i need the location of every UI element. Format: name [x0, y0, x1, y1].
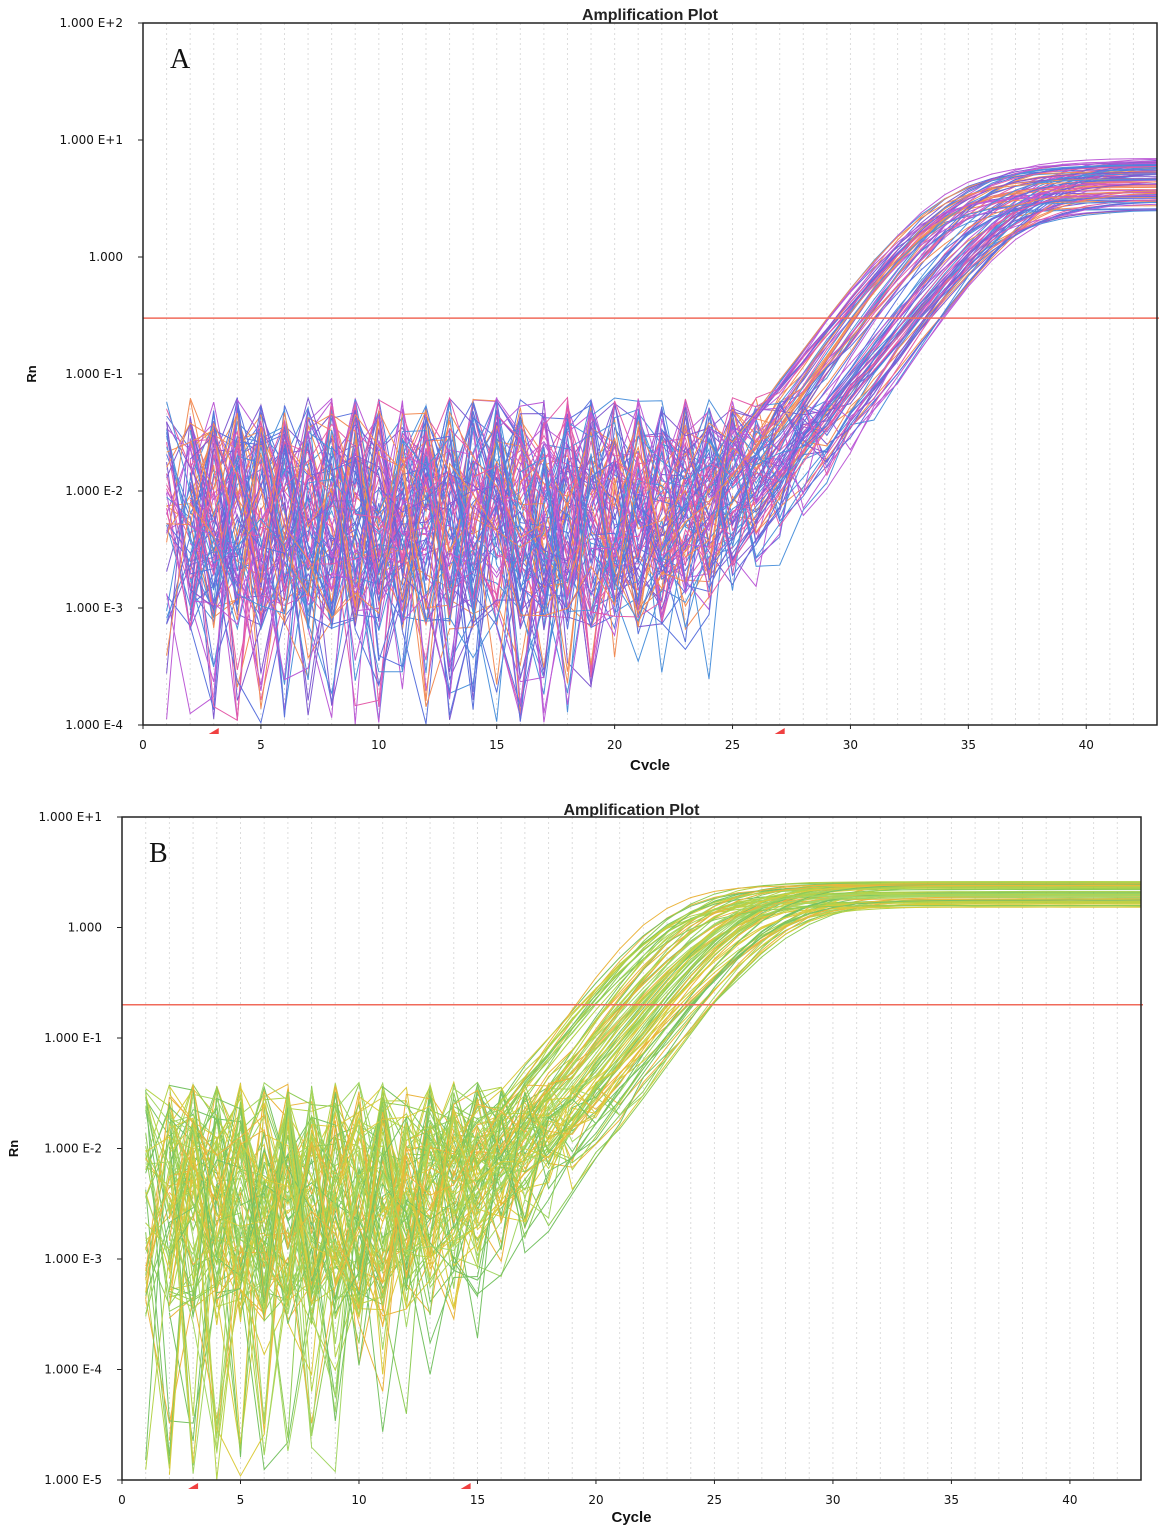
a-trace-85 [189, 201, 1158, 668]
a-plot-area [143, 23, 1157, 725]
a-trace-71 [166, 164, 1158, 618]
a-trace-78 [166, 163, 1158, 691]
a-trace-21 [166, 170, 1158, 610]
b-x-axis-label: Cycle [611, 1509, 651, 1526]
a-xtick-label: 5 [257, 738, 265, 752]
a-trace-68 [166, 173, 1158, 603]
a-baseline-marker-2[interactable] [774, 728, 785, 734]
b-xtick-label: 10 [351, 1493, 366, 1507]
a-trace-81 [189, 166, 1158, 609]
a-x-axis-label: Cycle [630, 757, 670, 770]
b-trace-71 [168, 895, 1141, 1321]
b-xtick-label: 25 [707, 1493, 722, 1507]
b-trace-95 [168, 884, 1142, 1288]
a-xtick-label: 20 [607, 738, 622, 752]
a-xtick-label: 0 [139, 738, 147, 752]
a-baseline-marker-1[interactable] [208, 728, 219, 734]
a-trace-89 [166, 202, 1158, 722]
a-trace-95 [189, 173, 1158, 713]
b-trace-96 [145, 893, 1141, 1437]
a-ytick-label: 1.000 E-3 [65, 601, 123, 615]
a-trace-60 [189, 158, 1158, 661]
b-trace-80 [145, 886, 1142, 1309]
a-trace-96 [189, 161, 1158, 705]
b-trace-86 [168, 893, 1141, 1453]
a-y-axis-label: Rn [24, 365, 39, 382]
a-panel-label: A [170, 44, 191, 75]
b-trace-92 [145, 881, 1141, 1392]
b-trace-87 [168, 903, 1141, 1277]
a-ytick-label: 1.000 E+2 [60, 16, 123, 30]
b-baseline-marker-1[interactable] [188, 1483, 199, 1489]
b-xtick-label: 30 [825, 1493, 840, 1507]
b-trace-90 [168, 895, 1142, 1456]
b-xtick-label: 20 [588, 1493, 603, 1507]
amplification-plot-b: Amplification Plot 1.000 E+1 1.000 1.000 E-… [0, 790, 1164, 1526]
a-xtick-label: 40 [1079, 738, 1094, 752]
b-traces [145, 881, 1142, 1480]
b-xtick-label: 5 [237, 1493, 245, 1507]
b-title: Amplification Plot [564, 802, 701, 819]
a-trace-90 [166, 194, 1158, 681]
a-trace-67 [166, 164, 1158, 630]
b-trace-93 [168, 885, 1142, 1326]
a-ytick-label: 1.000 E-1 [65, 367, 123, 381]
a-trace-79 [189, 195, 1158, 693]
a-trace-63 [189, 193, 1158, 625]
b-trace-83 [168, 883, 1142, 1423]
a-trace-80 [189, 171, 1158, 701]
b-xtick-label: 35 [944, 1493, 959, 1507]
b-ytick-label: 1.000 E-3 [44, 1252, 102, 1266]
b-trace-91 [145, 904, 1141, 1313]
a-trace-84 [190, 179, 1158, 630]
chart-a-svg: Amplification Plot 1.000 E+2 1.000 E+1 1.00… [24, 7, 1159, 770]
a-trace-69 [189, 172, 1158, 722]
a-trace-93 [189, 191, 1158, 678]
b-ytick-label: 1.000 E+1 [39, 810, 102, 824]
b-baseline-marker-2[interactable] [460, 1483, 471, 1489]
a-ytick-label: 1.000 [89, 250, 123, 264]
a-trace-77 [189, 178, 1158, 631]
a-xtick-label: 35 [961, 738, 976, 752]
b-xtick-label: 0 [118, 1493, 126, 1507]
b-trace-78 [145, 895, 1141, 1425]
a-trace-55 [166, 162, 1158, 708]
a-ytick-label: 1.000 E-4 [65, 718, 123, 732]
b-trace-84 [145, 894, 1141, 1452]
b-ytick-label: 1.000 E-2 [44, 1142, 102, 1156]
b-y-axis-label: Rn [6, 1140, 21, 1157]
a-trace-66 [166, 196, 1157, 723]
amplification-plot-a: Amplification Plot 1.000 E+2 1.000 E+1 1.00… [24, 7, 1159, 770]
a-xtick-label: 10 [371, 738, 386, 752]
b-trace-67 [168, 888, 1141, 1291]
a-trace-94 [166, 190, 1158, 701]
b-panel-label: B [149, 838, 168, 869]
a-xtick-label: 25 [725, 738, 740, 752]
b-xtick-label: 15 [470, 1493, 485, 1507]
b-ytick-label: 1.000 [68, 921, 102, 935]
chart-b-svg: Amplification Plot 1.000 E+1 1.000 1.000 E-… [6, 802, 1143, 1526]
a-trace-76 [166, 178, 1157, 685]
b-xtick-label: 40 [1062, 1493, 1077, 1507]
a-trace-87 [189, 181, 1158, 595]
b-trace-32 [145, 906, 1142, 1317]
a-ytick-label: 1.000 E+1 [60, 133, 123, 147]
a-trace-92 [166, 183, 1158, 679]
a-xtick-label: 15 [489, 738, 504, 752]
b-ytick-label: 1.000 E-5 [44, 1473, 102, 1487]
b-ytick-label: 1.000 E-4 [44, 1363, 102, 1377]
a-title: Amplification Plot [582, 7, 719, 24]
a-trace-91 [189, 179, 1158, 630]
a-traces [166, 158, 1158, 725]
a-trace-48 [189, 197, 1158, 600]
b-trace-48 [169, 896, 1141, 1256]
b-ytick-label: 1.000 E-1 [44, 1031, 102, 1045]
a-xtick-label: 30 [843, 738, 858, 752]
b-trace-82 [145, 892, 1141, 1422]
b-trace-85 [145, 883, 1141, 1323]
a-ytick-label: 1.000 E-2 [65, 484, 123, 498]
